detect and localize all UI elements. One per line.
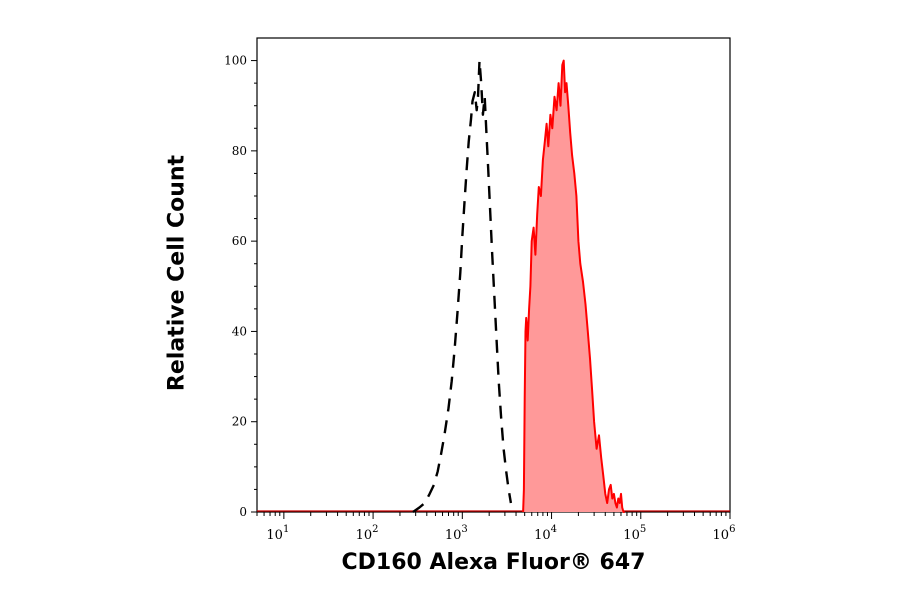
x-tick-label: 105 [623, 524, 646, 543]
series-1-line [522, 59, 625, 513]
y-axis-label: Relative Cell Count [164, 154, 190, 392]
x-tick-label: 103 [445, 524, 468, 543]
x-axis-label: CD160 Alexa Fluor® 647 [341, 550, 646, 575]
y-axis-ticks: 0 20 40 60 80 100 [224, 54, 257, 519]
y-tick-label: 0 [239, 505, 247, 519]
x-tick-label: 102 [356, 524, 379, 543]
series-0-line [412, 59, 513, 513]
x-axis-ticks: 101 102 103 104 105 106 [256, 512, 736, 543]
x-tick-label: 106 [713, 524, 736, 543]
y-tick-label: 40 [232, 324, 247, 338]
x-tick-label: 101 [266, 524, 289, 543]
y-tick-label: 20 [232, 415, 247, 429]
y-tick-label: 60 [232, 234, 247, 248]
series-1-fill [523, 60, 625, 512]
y-tick-label: 80 [232, 144, 247, 158]
y-tick-label: 100 [224, 54, 247, 68]
x-tick-label: 104 [534, 524, 557, 543]
series-layer [257, 59, 730, 513]
